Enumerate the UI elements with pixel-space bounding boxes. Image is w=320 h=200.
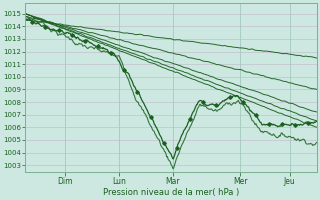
X-axis label: Pression niveau de la mer( hPa ): Pression niveau de la mer( hPa ) bbox=[103, 188, 239, 197]
